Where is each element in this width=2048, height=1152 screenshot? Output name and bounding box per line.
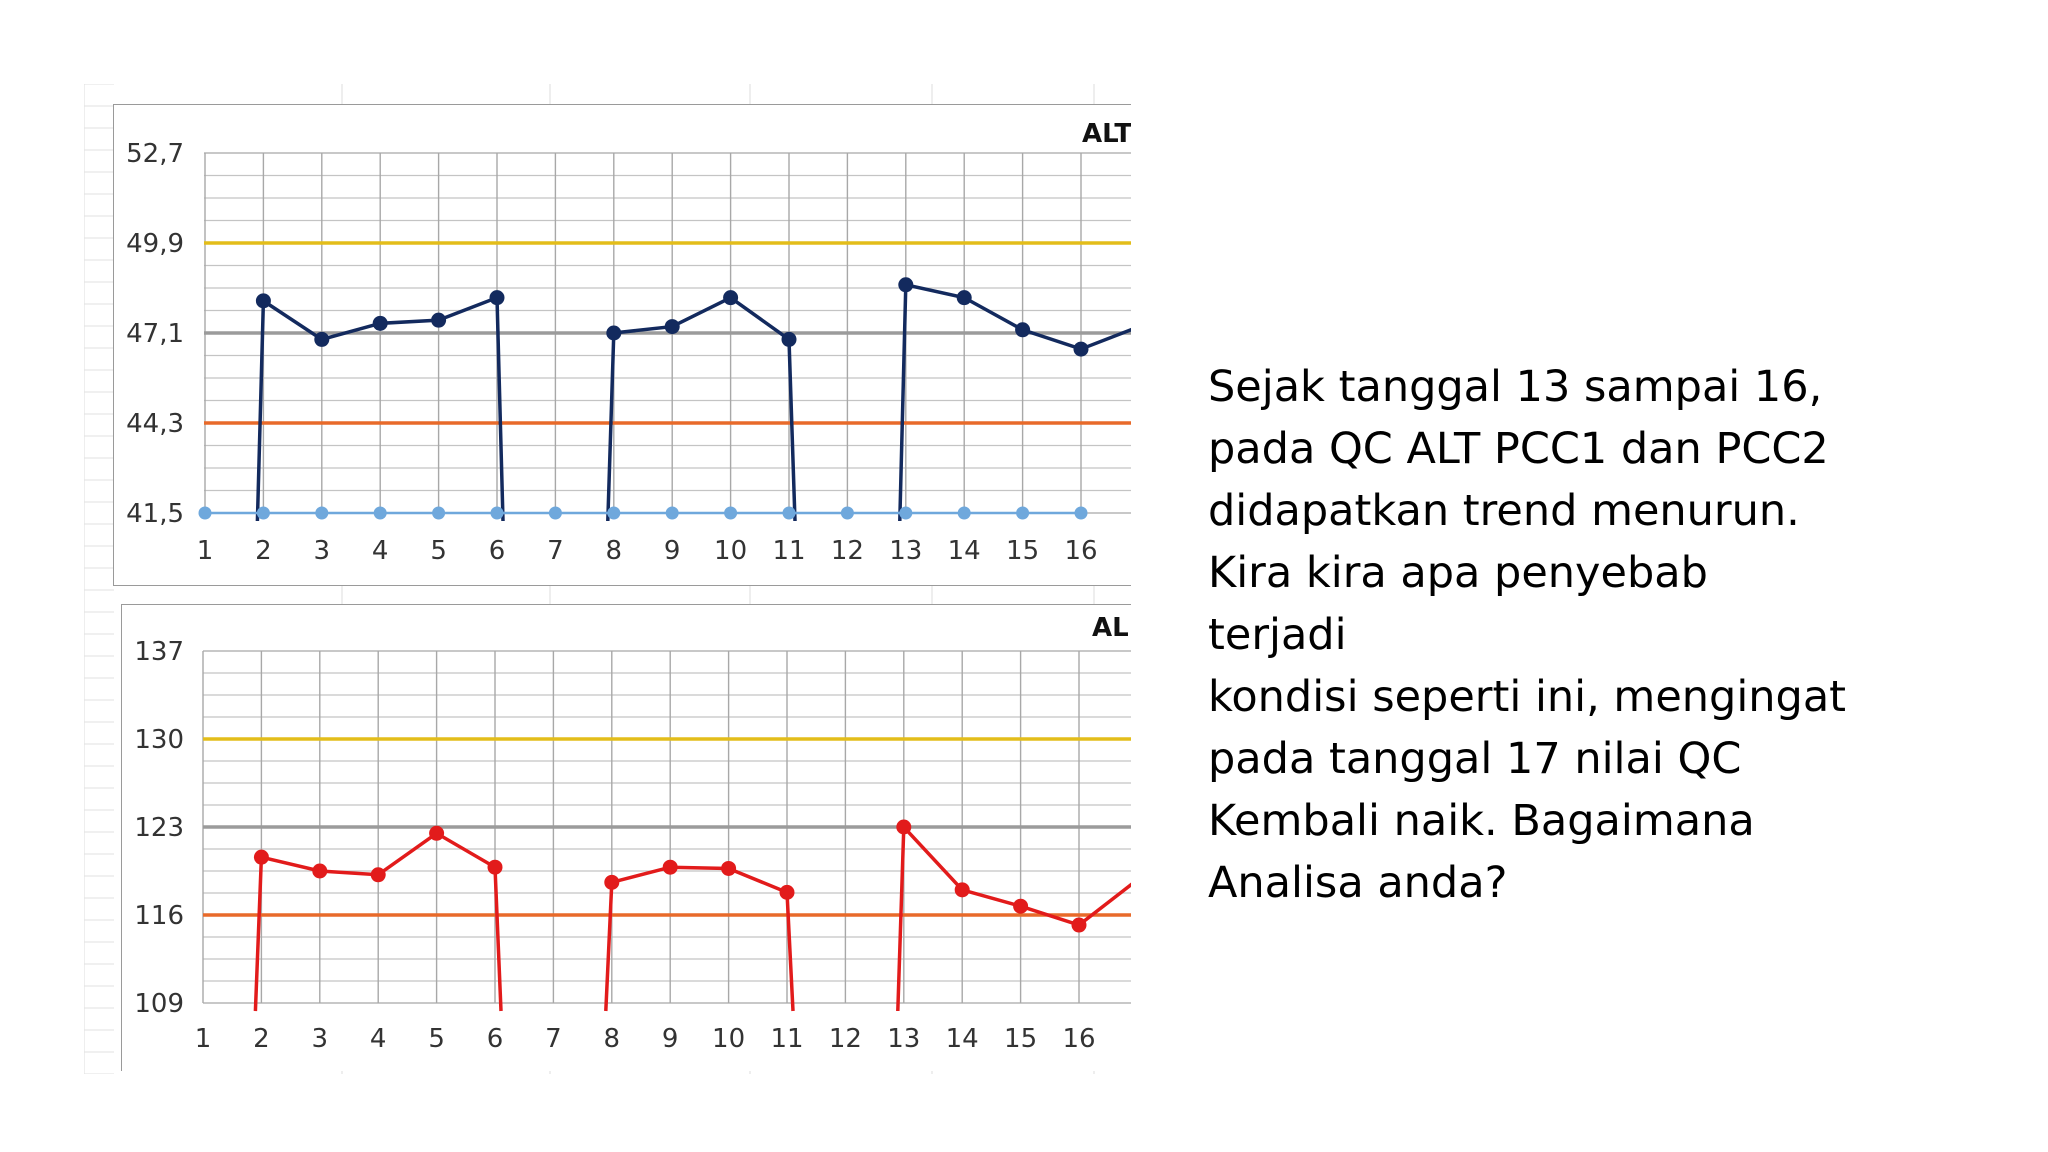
- chart-bottom-title: AL: [1092, 613, 1129, 643]
- x-tick-label: 6: [489, 536, 506, 566]
- data-point: [1071, 917, 1087, 933]
- data-point: [604, 874, 620, 890]
- data-point: [957, 506, 971, 520]
- x-tick-label: 1: [1129, 1024, 1131, 1054]
- data-point: [782, 506, 796, 520]
- x-tick-label: 8: [606, 536, 623, 566]
- x-tick-label: 3: [312, 1024, 329, 1054]
- data-point: [489, 290, 505, 306]
- y-tick-label: 116: [134, 901, 184, 931]
- y-tick-label: 49,9: [126, 229, 184, 259]
- data-point: [606, 325, 622, 341]
- data-point: [1015, 322, 1031, 338]
- x-tick-label: 1: [195, 1024, 212, 1054]
- x-tick-label: 12: [831, 536, 864, 566]
- data-point: [256, 506, 270, 520]
- x-tick-label: 6: [487, 1024, 504, 1054]
- x-tick-label: 1: [197, 536, 214, 566]
- data-point: [779, 884, 795, 900]
- x-tick-label: 4: [370, 1024, 387, 1054]
- chart-top-title: ALT: [1082, 119, 1131, 149]
- data-point: [490, 506, 504, 520]
- x-tick-label: 13: [889, 536, 922, 566]
- x-tick-label: 8: [604, 1024, 621, 1054]
- data-point: [723, 290, 739, 306]
- data-point: [954, 882, 970, 898]
- x-tick-label: 7: [547, 536, 564, 566]
- x-tick-label: 4: [372, 536, 389, 566]
- data-point: [1016, 506, 1030, 520]
- data-point: [1074, 506, 1088, 520]
- data-point: [781, 331, 797, 347]
- question-text: Sejak tanggal 13 sampai 16, pada QC ALT …: [1208, 362, 1847, 908]
- data-point: [607, 506, 621, 520]
- data-point: [840, 506, 854, 520]
- alt-chart-bottom: 137130123116109123456789101112131415161 …: [121, 604, 1131, 1071]
- data-point: [429, 825, 445, 841]
- data-point: [1073, 341, 1089, 357]
- series-line: [896, 822, 1131, 1012]
- data-point: [548, 506, 562, 520]
- x-tick-label: 10: [714, 536, 747, 566]
- y-tick-label: 52,7: [126, 139, 184, 169]
- x-tick-label: 9: [664, 536, 681, 566]
- x-tick-label: 7: [545, 1024, 562, 1054]
- alt-chart-bottom-plot: 137130123116109123456789101112131415161: [134, 637, 1131, 1054]
- data-point: [370, 867, 386, 883]
- x-tick-label: 9: [662, 1024, 679, 1054]
- y-tick-label: 130: [134, 725, 184, 755]
- x-tick-label: 11: [770, 1024, 803, 1054]
- alt-chart-top: 52,7 49,9 47,1 44,3 41,5 1 2 3 4 5 6 7 8 9 10 11 12 13 14 1…: [113, 104, 1131, 586]
- data-point: [255, 293, 271, 309]
- x-tick-label: 15: [1004, 1024, 1037, 1054]
- x-tick-label: 3: [314, 536, 331, 566]
- y-tick-label: 137: [134, 637, 184, 667]
- data-point: [896, 819, 912, 835]
- data-point: [372, 315, 388, 331]
- x-tick-label: 10: [712, 1024, 745, 1054]
- x-tick-label: 14: [948, 536, 981, 566]
- x-tick-label: 5: [428, 1024, 445, 1054]
- y-tick-label: 109: [134, 989, 184, 1019]
- x-tick-label: 11: [772, 536, 805, 566]
- data-point: [315, 506, 329, 520]
- series-line: [898, 282, 1131, 522]
- data-point: [724, 506, 738, 520]
- data-point: [956, 290, 972, 306]
- data-point: [662, 859, 678, 875]
- x-tick-label: 5: [430, 536, 447, 566]
- data-point: [664, 319, 680, 335]
- data-point: [314, 331, 330, 347]
- data-point: [373, 506, 387, 520]
- x-tick-label: 16: [1062, 1024, 1095, 1054]
- alt-chart-top-plot: 52,749,947,144,341,51 2 3 4 5 6 7 8 9 10 11 12 13 14 1…: [126, 139, 1131, 566]
- y-tick-label: 44,3: [126, 409, 184, 439]
- data-point: [432, 506, 446, 520]
- x-tick-label: 14: [946, 1024, 979, 1054]
- data-point: [312, 863, 328, 879]
- x-tick-label: 13: [887, 1024, 920, 1054]
- data-point: [487, 859, 503, 875]
- data-point: [431, 312, 447, 328]
- y-tick-label: 47,1: [126, 319, 184, 349]
- data-point: [198, 506, 212, 520]
- x-tick-label: 16: [1064, 536, 1097, 566]
- series-line: [604, 865, 795, 1012]
- data-point: [253, 849, 269, 865]
- x-tick-label: 2: [253, 1024, 270, 1054]
- x-tick-label: 15: [1006, 536, 1039, 566]
- series-line: [606, 295, 797, 522]
- data-point: [899, 506, 913, 520]
- data-point: [665, 506, 679, 520]
- data-point: [721, 860, 737, 876]
- data-point: [898, 277, 914, 293]
- y-tick-label: 123: [134, 813, 184, 843]
- y-tick-label: 41,5: [126, 499, 184, 529]
- x-tick-label: 12: [829, 1024, 862, 1054]
- x-tick-label: 2: [255, 536, 272, 566]
- data-point: [1013, 898, 1029, 914]
